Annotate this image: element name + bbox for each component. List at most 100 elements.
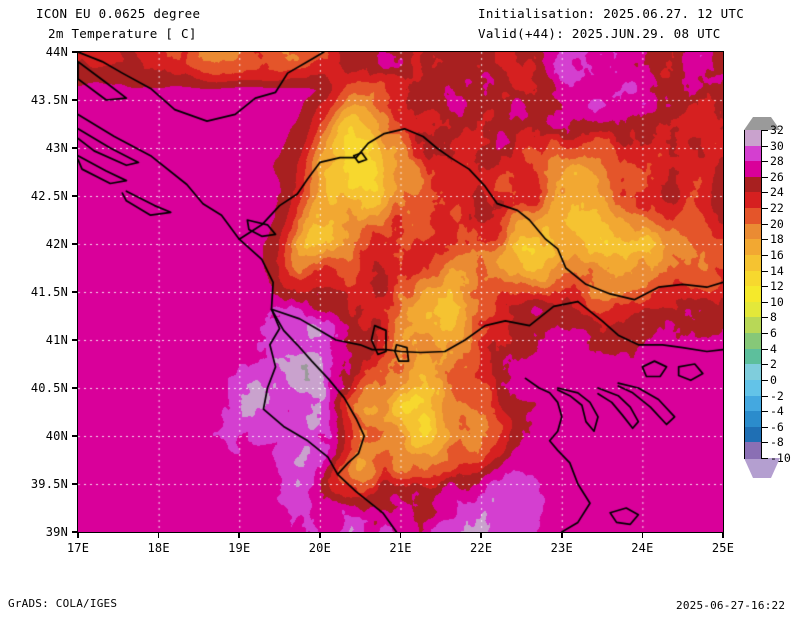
- colorbar-band: [744, 426, 762, 443]
- colorbar-tick: [762, 239, 768, 241]
- colorbar-band: [744, 379, 762, 397]
- render-timestamp-label: 2025-06-27-16:22: [676, 599, 786, 612]
- colorbar-tick-label: 4: [770, 341, 777, 356]
- x-axis-tick: [77, 532, 79, 538]
- x-axis-tick: [238, 532, 241, 538]
- y-axis-tick: [72, 147, 78, 149]
- colorbar-tick: [762, 458, 768, 459]
- model-name-label: ICON EU 0.0625 degree: [36, 6, 201, 21]
- grads-credit-label: GrADS: COLA/IGES: [8, 597, 118, 610]
- colorbar-tick-label: 26: [770, 169, 784, 184]
- colorbar-tick-label: 12: [770, 279, 784, 294]
- colorbar-tick: [762, 223, 768, 225]
- colorbar-band: [744, 208, 762, 225]
- colorbar-tick: [762, 270, 768, 272]
- colorbar-band: [744, 239, 762, 256]
- colorbar-tick-label: 20: [770, 216, 784, 231]
- x-axis-label: 21E: [389, 541, 412, 555]
- map-plot-area: [78, 52, 723, 532]
- colorbar-tick-label: 24: [770, 185, 784, 200]
- colorbar-tick: [762, 192, 768, 194]
- colorbar-tick: [762, 364, 768, 366]
- y-axis-label: 42N: [45, 237, 68, 251]
- colorbar-tick-label: -8: [770, 435, 784, 450]
- colorbar-tick: [762, 411, 768, 413]
- colorbar-band: [744, 130, 762, 147]
- x-axis-label: 23E: [550, 541, 573, 555]
- colorbar-band: [744, 317, 762, 334]
- colorbar-band: [744, 161, 762, 178]
- colorbar-tick-label: 0: [770, 372, 777, 387]
- colorbar-tick: [762, 208, 768, 210]
- colorbar-tick-label: 6: [770, 326, 777, 341]
- y-axis-label: 44N: [45, 45, 68, 59]
- colorbar-band: [744, 411, 762, 428]
- colorbar-under-arrow: [744, 458, 780, 478]
- colorbar-band: [744, 223, 762, 240]
- colorbar-tick-label: 30: [770, 138, 784, 153]
- colorbar-tick-label: -2: [770, 388, 784, 403]
- x-axis-label: 19E: [228, 541, 251, 555]
- colorbar-tick-label: 10: [770, 294, 784, 309]
- x-axis-label: 24E: [631, 541, 654, 555]
- y-axis-label: 43.5N: [30, 93, 68, 107]
- colorbar-tick-label: 8: [770, 310, 777, 325]
- y-axis-tick: [72, 51, 78, 53]
- x-axis-tick: [560, 532, 563, 538]
- y-axis-tick: [72, 387, 78, 389]
- x-axis-tick: [157, 532, 160, 538]
- y-axis-label: 41N: [45, 333, 68, 347]
- y-axis-label: 39.5N: [30, 477, 68, 491]
- y-axis-label: 41.5N: [30, 285, 68, 299]
- colorbar-tick-label: 18: [770, 232, 784, 247]
- colorbar-tick: [762, 317, 768, 319]
- colorbar-tick-label: -4: [770, 404, 784, 419]
- x-axis-label: 25E: [711, 541, 735, 555]
- y-axis-tick: [72, 483, 78, 485]
- colorbar-tick-label: -10: [770, 451, 791, 465]
- x-axis-tick: [399, 532, 402, 538]
- colorbar-tick: [762, 254, 768, 256]
- y-axis-label: 39N: [45, 525, 68, 539]
- colorbar-band: [744, 301, 762, 319]
- y-axis-label: 43N: [45, 141, 68, 155]
- temperature-heatmap: [78, 52, 723, 532]
- colorbar-tick-label: 14: [770, 263, 784, 278]
- x-axis-tick: [480, 532, 482, 538]
- colorbar-tick-label: 22: [770, 201, 784, 216]
- y-axis-tick: [72, 435, 78, 437]
- colorbar-band: [744, 270, 762, 287]
- colorbar-tick: [762, 333, 768, 335]
- colorbar-tick: [762, 286, 768, 288]
- colorbar: 32 30 28 26 24 22 20 18 16 14 12 10 8 6 4 2 0 -2 -4 -6 -8 -10: [744, 117, 791, 478]
- colorbar-band: [744, 145, 762, 162]
- colorbar-tick: [762, 379, 768, 381]
- colorbar-tick: [762, 442, 768, 444]
- y-axis-label: 40.5N: [30, 381, 68, 395]
- colorbar-tick: [762, 395, 768, 397]
- y-axis-tick: [72, 291, 78, 293]
- field-name-label: 2m Temperature [ C]: [48, 26, 197, 41]
- colorbar-band: [744, 364, 762, 381]
- x-axis-label: 20E: [308, 541, 332, 555]
- colorbar-tick: [762, 176, 768, 178]
- colorbar-band: [744, 254, 762, 272]
- y-axis-tick: [72, 99, 78, 101]
- colorbar-band: [744, 348, 762, 365]
- colorbar-tick-label: -6: [770, 419, 784, 434]
- x-axis-label: 22E: [469, 541, 493, 555]
- colorbar-band: [744, 395, 762, 412]
- colorbar-tick-label: 16: [770, 247, 784, 262]
- colorbar-tick: [762, 348, 768, 350]
- y-axis-tick: [72, 195, 78, 197]
- x-axis-label: 17E: [66, 541, 90, 555]
- colorbar-band: [744, 442, 762, 459]
- colorbar-tick: [762, 301, 768, 303]
- colorbar-band: [744, 333, 762, 350]
- colorbar-over-arrow: [744, 117, 780, 130]
- y-axis-tick: [72, 243, 78, 245]
- colorbar-tick-label: 28: [770, 154, 784, 169]
- y-axis-label: 40N: [45, 429, 68, 443]
- initialisation-label: Initialisation: 2025.06.27. 12 UTC: [478, 6, 745, 21]
